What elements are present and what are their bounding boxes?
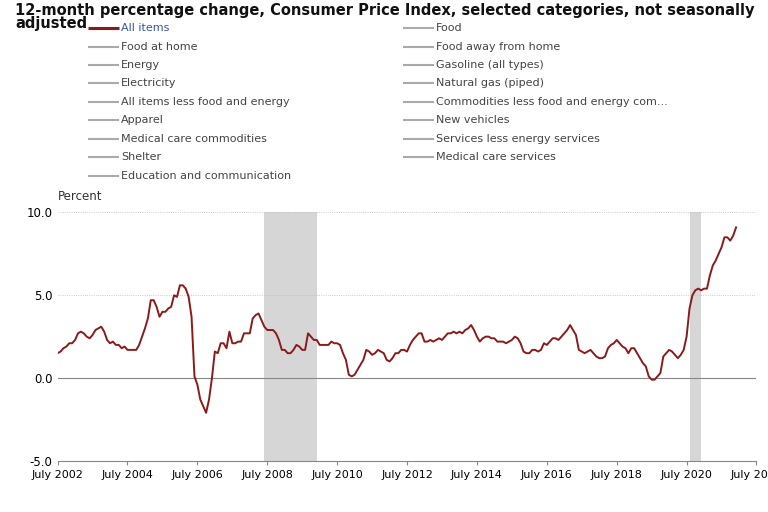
Text: Electricity: Electricity — [121, 78, 177, 89]
Text: Medical care commodities: Medical care commodities — [121, 134, 267, 144]
Text: Percent: Percent — [58, 189, 102, 203]
Text: Energy: Energy — [121, 60, 161, 70]
Text: adjusted: adjusted — [15, 16, 88, 31]
Text: Commodities less food and energy com...: Commodities less food and energy com... — [436, 97, 668, 107]
Text: Medical care services: Medical care services — [436, 152, 556, 162]
Text: New vehicles: New vehicles — [436, 115, 510, 125]
Text: Food: Food — [436, 23, 463, 33]
Text: Natural gas (piped): Natural gas (piped) — [436, 78, 545, 89]
Text: Food away from home: Food away from home — [436, 41, 561, 52]
Text: All items less food and energy: All items less food and energy — [121, 97, 290, 107]
Bar — [690, 212, 701, 461]
Text: Services less energy services: Services less energy services — [436, 134, 600, 144]
Text: Apparel: Apparel — [121, 115, 164, 125]
Bar — [264, 212, 316, 461]
Text: Food at home: Food at home — [121, 41, 198, 52]
Text: Shelter: Shelter — [121, 152, 161, 162]
Text: 12-month percentage change, Consumer Price Index, selected categories, not seaso: 12-month percentage change, Consumer Pri… — [15, 3, 755, 17]
Text: Gasoline (all types): Gasoline (all types) — [436, 60, 544, 70]
Text: Education and communication: Education and communication — [121, 170, 292, 181]
Text: All items: All items — [121, 23, 170, 33]
